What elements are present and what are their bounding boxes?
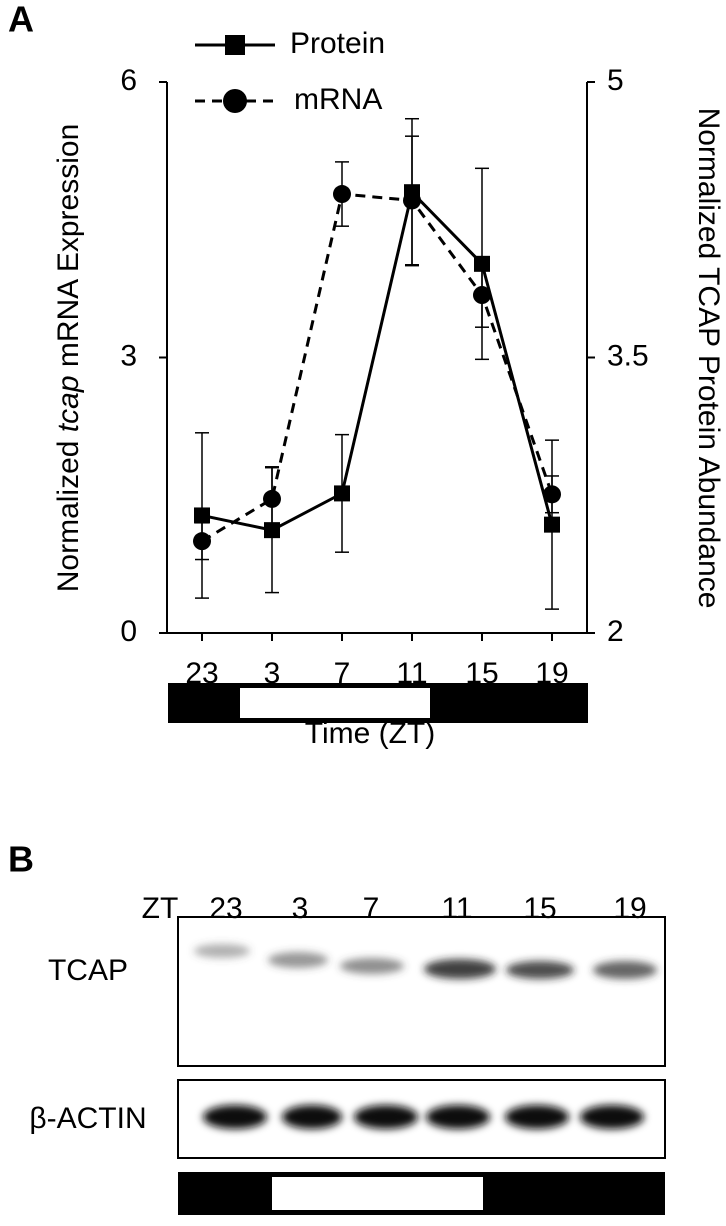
- marker: [334, 485, 350, 502]
- series-line: [201, 189, 554, 532]
- marker: [194, 507, 210, 524]
- y-label-part: tcap: [52, 375, 85, 432]
- lane-label: 15: [523, 892, 556, 925]
- marker: [473, 286, 491, 305]
- y-axis-label: Normalized tcap mRNA Expression: [52, 124, 85, 593]
- series-line: [201, 192, 554, 543]
- marker: [333, 185, 351, 204]
- y2-axis-label: Normalized TCAP Protein Abundance: [692, 108, 725, 609]
- panel-label: B: [8, 839, 34, 880]
- blot-frame: [177, 916, 666, 1067]
- panel-label: A: [8, 0, 34, 40]
- y-tick-label: 0: [120, 615, 137, 648]
- row-label: TCAP: [48, 954, 128, 987]
- x-tick-label: 11: [396, 657, 427, 690]
- x-tick-label: 3: [264, 657, 281, 690]
- y2-tick-label: 2: [607, 615, 624, 648]
- x-tick-label: 7: [334, 657, 351, 690]
- lane-label: 23: [209, 892, 242, 925]
- y2-tick-label: 3.5: [607, 339, 649, 372]
- blot-bands: [194, 944, 657, 1129]
- light-dark-bar: [168, 683, 588, 723]
- x-tick-label: 23: [185, 657, 218, 690]
- marker: [544, 516, 560, 533]
- lane-label: 7: [363, 892, 380, 925]
- y-label-part: mRNA Expression: [52, 124, 85, 376]
- y-label-part: Normalized: [52, 432, 85, 592]
- legend-marker: [225, 35, 245, 55]
- marker: [403, 191, 421, 210]
- x-tick-label: 19: [535, 657, 568, 690]
- legend-marker: [223, 89, 247, 113]
- legend-label: mRNA: [294, 83, 382, 116]
- lane-label: 11: [441, 892, 472, 925]
- light-dark-bar: [178, 1172, 665, 1215]
- y-tick-label: 3: [120, 339, 137, 372]
- row-label: β-ACTIN: [29, 1102, 146, 1135]
- marker: [543, 485, 561, 504]
- y2-tick-label: 5: [607, 64, 624, 97]
- marker: [193, 532, 211, 551]
- legend-label: Protein: [290, 27, 385, 60]
- marker: [263, 489, 281, 508]
- lane-label: 3: [292, 892, 309, 925]
- y-tick-label: 6: [120, 64, 137, 97]
- lane-label: 19: [613, 892, 646, 925]
- zt-label: ZT: [142, 892, 179, 925]
- x-tick-label: 15: [465, 657, 498, 690]
